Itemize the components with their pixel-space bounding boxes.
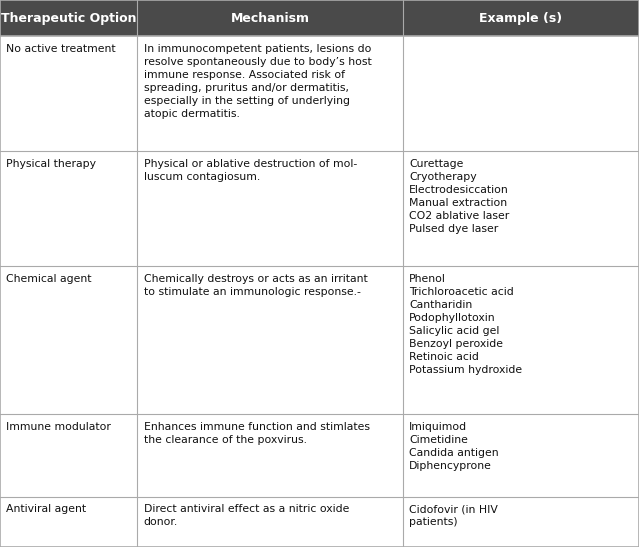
Bar bbox=[403, 414, 639, 497]
Text: Direct antiviral effect as a nitric oxide
donor.: Direct antiviral effect as a nitric oxid… bbox=[144, 504, 349, 527]
Bar bbox=[137, 266, 403, 414]
Text: Antiviral agent: Antiviral agent bbox=[6, 504, 86, 514]
Text: Mechanism: Mechanism bbox=[231, 11, 309, 25]
Text: Chemical agent: Chemical agent bbox=[6, 274, 92, 284]
Bar bbox=[403, 152, 639, 266]
Text: In immunocompetent patients, lesions do
resolve spontaneously due to body’s host: In immunocompetent patients, lesions do … bbox=[144, 44, 371, 119]
Text: Chemically destroys or acts as an irritant
to stimulate an immunologic response.: Chemically destroys or acts as an irrita… bbox=[144, 274, 367, 297]
Text: Cidofovir (in HIV
patients): Cidofovir (in HIV patients) bbox=[409, 504, 498, 527]
Bar bbox=[137, 152, 403, 266]
Bar bbox=[137, 414, 403, 497]
Text: Physical or ablative destruction of mol-
luscum contagiosum.: Physical or ablative destruction of mol-… bbox=[144, 159, 357, 182]
Bar bbox=[0, 497, 137, 547]
Bar bbox=[0, 414, 137, 497]
Bar bbox=[0, 36, 137, 152]
Text: Immune modulator: Immune modulator bbox=[6, 422, 111, 432]
Text: Enhances immune function and stimlates
the clearance of the poxvirus.: Enhances immune function and stimlates t… bbox=[144, 422, 370, 445]
Bar bbox=[403, 497, 639, 547]
Bar bbox=[137, 36, 403, 152]
Bar bbox=[137, 497, 403, 547]
Text: Phenol
Trichloroacetic acid
Cantharidin
Podophyllotoxin
Salicylic acid gel
Benzo: Phenol Trichloroacetic acid Cantharidin … bbox=[409, 274, 522, 375]
Bar bbox=[403, 36, 639, 152]
Text: No active treatment: No active treatment bbox=[6, 44, 116, 54]
Bar bbox=[403, 266, 639, 414]
Bar bbox=[403, 0, 639, 36]
Text: Physical therapy: Physical therapy bbox=[6, 159, 96, 169]
Bar bbox=[0, 152, 137, 266]
Bar bbox=[0, 0, 137, 36]
Bar bbox=[0, 266, 137, 414]
Text: Imiquimod
Cimetidine
Candida antigen
Diphencyprone: Imiquimod Cimetidine Candida antigen Dip… bbox=[409, 422, 498, 470]
Text: Example (s): Example (s) bbox=[479, 11, 562, 25]
Bar bbox=[137, 0, 403, 36]
Text: Curettage
Cryotherapy
Electrodesiccation
Manual extraction
CO2 ablative laser
Pu: Curettage Cryotherapy Electrodesiccation… bbox=[409, 159, 509, 234]
Text: Therapeutic Option: Therapeutic Option bbox=[1, 11, 137, 25]
